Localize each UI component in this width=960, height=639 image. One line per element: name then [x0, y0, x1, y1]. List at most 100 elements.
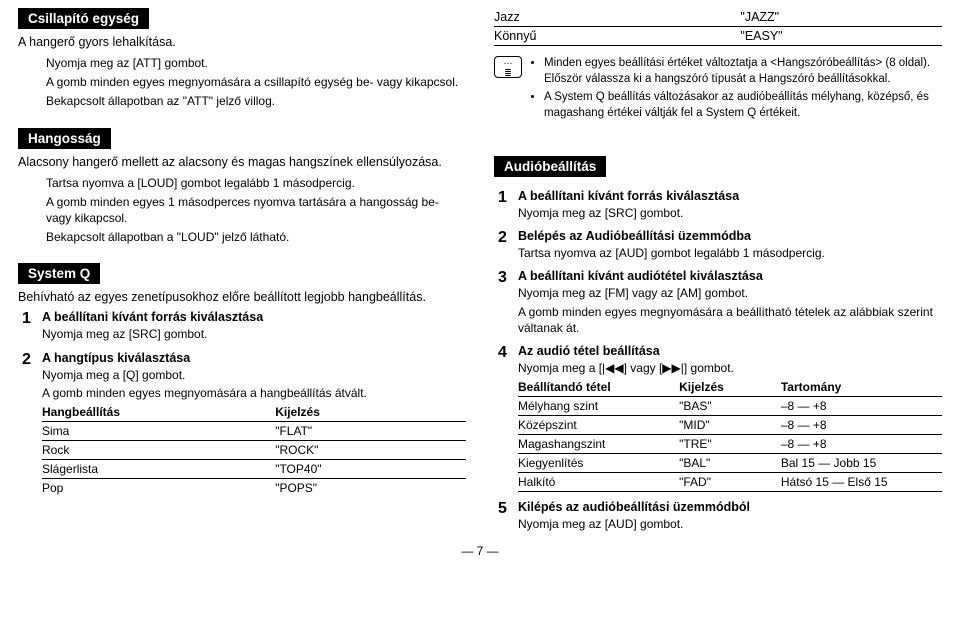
page-number-value: 7	[477, 544, 484, 558]
th: Hangbeállítás	[42, 403, 275, 422]
step-number: 4	[498, 344, 518, 362]
td: "MID"	[679, 416, 781, 435]
table-row: Könnyű"EASY"	[494, 27, 942, 46]
step-number: 1	[22, 310, 42, 328]
td: "TOP40"	[275, 459, 466, 478]
td: Magashangszint	[518, 435, 679, 454]
audiob-step5: 5 Kilépés az audióbeállítási üzemmódból …	[498, 500, 942, 532]
td: Pop	[42, 478, 275, 497]
hangossag-lead: Alacsony hangerő mellett az alacsony és …	[18, 155, 466, 169]
td: "BAL"	[679, 454, 781, 473]
csillapito-title: Csillapító egység	[18, 8, 149, 29]
td: Rock	[42, 440, 275, 459]
td: Slágerlista	[42, 459, 275, 478]
td: "POPS"	[275, 478, 466, 497]
note-icon: ⋯≣	[494, 56, 522, 78]
table-row: Jazz"JAZZ"	[494, 8, 942, 27]
table-row: Pop"POPS"	[42, 478, 466, 497]
step-text: Nyomja meg a [Q] gombot.	[42, 367, 466, 383]
step-heading: Kilépés az audióbeállítási üzemmódból	[518, 500, 942, 514]
audiob-step4: 4 Az audió tétel beállítása Nyomja meg a…	[498, 344, 942, 492]
step-number: 5	[498, 500, 518, 518]
td: Sima	[42, 421, 275, 440]
td: –8 — +8	[781, 435, 942, 454]
td: Kiegyenlítés	[518, 454, 679, 473]
table-row: Sima"FLAT"	[42, 421, 466, 440]
th: Kijelzés	[275, 403, 466, 422]
step-heading: Belépés az Audióbeállítási üzemmódba	[518, 229, 942, 243]
hangossag-body: Tartsa nyomva a [LOUD] gombot legalább 1…	[46, 175, 466, 246]
note-box: ⋯≣ Minden egyes beállítási értéket válto…	[494, 56, 942, 124]
step-number: 1	[498, 189, 518, 207]
text: A gomb minden egyes 1 másodperces nyomva…	[46, 194, 466, 226]
td: –8 — +8	[781, 397, 942, 416]
step-text: Nyomja meg az [AUD] gombot.	[518, 516, 942, 532]
step-number: 2	[22, 351, 42, 369]
systemq-step2: 2 A hangtípus kiválasztása Nyomja meg a …	[22, 351, 466, 497]
systemq-table: Hangbeállítás Kijelzés Sima"FLAT" Rock"R…	[42, 403, 466, 497]
csillapito-lead: A hangerő gyors lehalkítása.	[18, 35, 466, 49]
audiob-step1: 1 A beállítani kívánt forrás kiválasztás…	[498, 189, 942, 221]
step-heading: A hangtípus kiválasztása	[42, 351, 466, 365]
td: "BAS"	[679, 397, 781, 416]
systemq-lead: Behívható az egyes zenetípusokhoz előre …	[18, 290, 466, 304]
th: Beállítandó tétel	[518, 378, 679, 397]
td: Hátsó 15 — Első 15	[781, 473, 942, 492]
td: Jazz	[494, 8, 740, 27]
table-row: Középszint"MID"–8 — +8	[518, 416, 942, 435]
td: Bal 15 — Jobb 15	[781, 454, 942, 473]
audiob-section: Audióbeállítás 1 A beállítani kívánt for…	[494, 156, 942, 532]
step-text: A gomb minden egyes megnyomására a hangb…	[42, 385, 466, 401]
text: Bekapcsolt állapotban a "LOUD" jelző lát…	[46, 229, 466, 245]
td: "TRE"	[679, 435, 781, 454]
step-number: 3	[498, 269, 518, 287]
table-row: Halkító"FAD"Hátsó 15 — Első 15	[518, 473, 942, 492]
systemq-title: System Q	[18, 263, 100, 284]
hangossag-section: Hangosság Alacsony hangerő mellett az al…	[18, 128, 466, 246]
audiob-step2: 2 Belépés az Audióbeállítási üzemmódba T…	[498, 229, 942, 261]
table-row: Rock"ROCK"	[42, 440, 466, 459]
step-heading: A beállítani kívánt forrás kiválasztása	[518, 189, 942, 203]
step-text: Nyomja meg az [SRC] gombot.	[518, 205, 942, 221]
step-number: 2	[498, 229, 518, 247]
csillapito-section: Csillapító egység A hangerő gyors lehalk…	[18, 8, 466, 110]
systemq-table-cont: Jazz"JAZZ" Könnyű"EASY"	[494, 8, 942, 46]
th: Kijelzés	[679, 378, 781, 397]
td: Középszint	[518, 416, 679, 435]
td: "FLAT"	[275, 421, 466, 440]
note-item: A System Q beállítás változásakor az aud…	[544, 90, 942, 121]
th: Tartomány	[781, 378, 942, 397]
audiob-title: Audióbeállítás	[494, 156, 606, 177]
step-text: Nyomja meg az [FM] vagy az [AM] gombot.	[518, 285, 942, 301]
text: A gomb minden egyes megnyomására a csill…	[46, 74, 466, 90]
step-heading: A beállítani kívánt audiótétel kiválaszt…	[518, 269, 942, 283]
table-row: Mélyhang szint"BAS"–8 — +8	[518, 397, 942, 416]
step-heading: Az audió tétel beállítása	[518, 344, 942, 358]
page-number: — 7 —	[18, 540, 942, 558]
table-row: Kiegyenlítés"BAL"Bal 15 — Jobb 15	[518, 454, 942, 473]
text: Bekapcsolt állapotban az "ATT" jelző vil…	[46, 93, 466, 109]
audiob-table: Beállítandó tétel Kijelzés Tartomány Mél…	[518, 378, 942, 492]
text: Nyomja meg az [ATT] gombot.	[46, 55, 466, 71]
note-item: Minden egyes beállítási értéket változta…	[544, 56, 942, 87]
td: "JAZZ"	[740, 8, 942, 27]
audiob-step3: 3 A beállítani kívánt audiótétel kiválas…	[498, 269, 942, 336]
step-text: Tartsa nyomva az [AUD] gombot legalább 1…	[518, 245, 942, 261]
step-text: Nyomja meg az [SRC] gombot.	[42, 326, 466, 342]
td: "ROCK"	[275, 440, 466, 459]
table-row: Magashangszint"TRE"–8 — +8	[518, 435, 942, 454]
td: Mélyhang szint	[518, 397, 679, 416]
step-heading: A beállítani kívánt forrás kiválasztása	[42, 310, 466, 324]
td: –8 — +8	[781, 416, 942, 435]
step-text: Nyomja meg a [|◀◀] vagy [▶▶|] gombot.	[518, 360, 942, 376]
td: "EASY"	[740, 27, 942, 46]
hangossag-title: Hangosság	[18, 128, 111, 149]
csillapito-body: Nyomja meg az [ATT] gombot. A gomb minde…	[46, 55, 466, 110]
td: Könnyű	[494, 27, 740, 46]
step-text: A gomb minden egyes megnyomására a beáll…	[518, 304, 942, 336]
text: Tartsa nyomva a [LOUD] gombot legalább 1…	[46, 175, 466, 191]
td: "FAD"	[679, 473, 781, 492]
table-row: Slágerlista"TOP40"	[42, 459, 466, 478]
td: Halkító	[518, 473, 679, 492]
systemq-step1: 1 A beállítani kívánt forrás kiválasztás…	[22, 310, 466, 342]
